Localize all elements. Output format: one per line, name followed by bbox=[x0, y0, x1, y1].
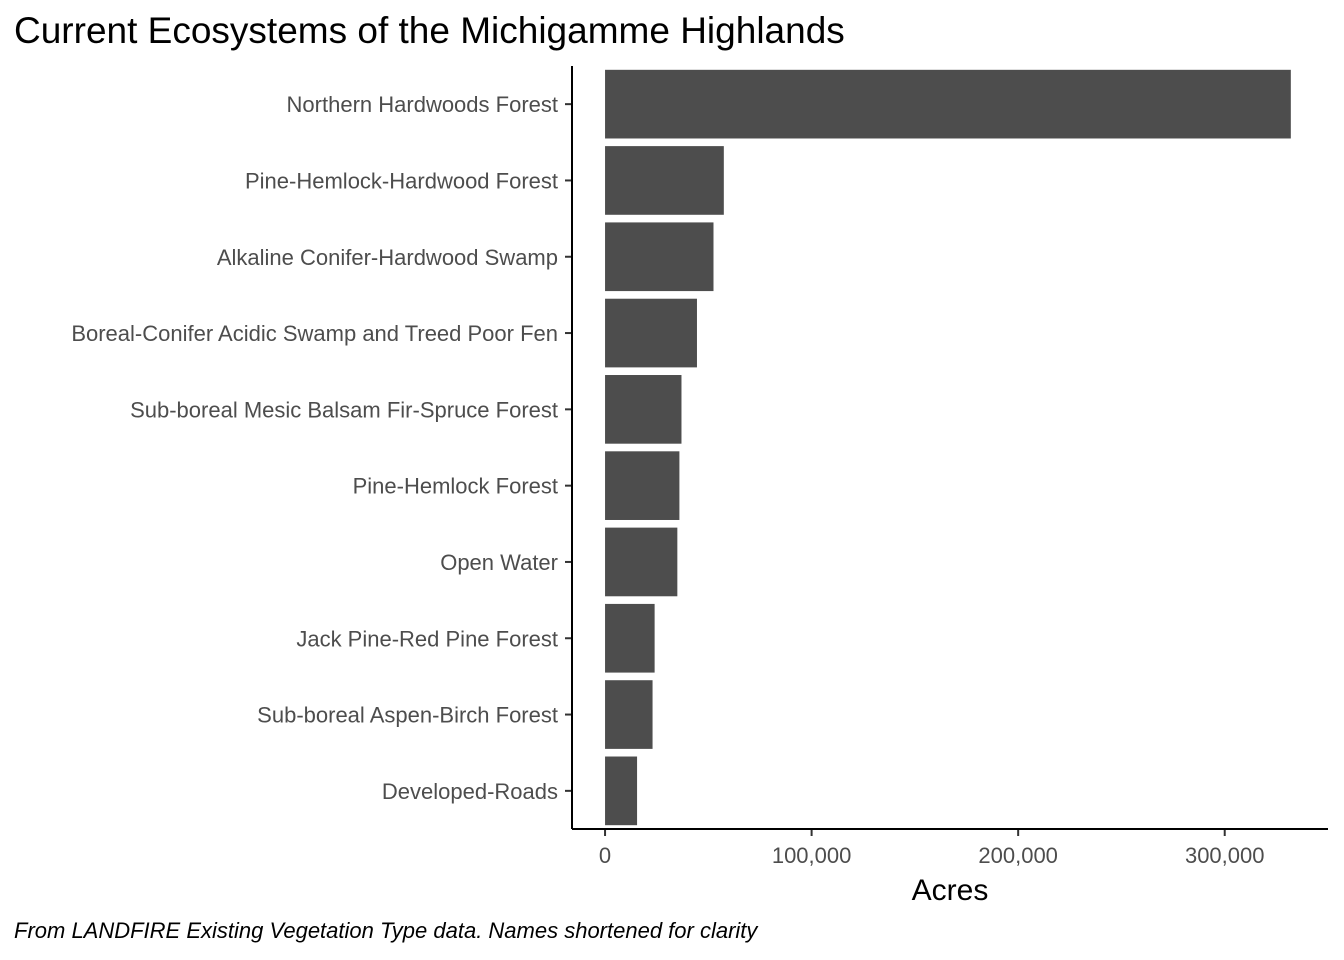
category-label: Jack Pine-Red Pine Forest bbox=[296, 626, 558, 651]
x-axis-ticks: 0 100,000 200,000 300,000 bbox=[599, 829, 1265, 868]
category-label: Open Water bbox=[440, 550, 558, 575]
category-label: Northern Hardwoods Forest bbox=[287, 92, 558, 117]
bar bbox=[605, 756, 638, 826]
category-label: Pine-Hemlock Forest bbox=[353, 474, 558, 499]
bar bbox=[605, 375, 682, 444]
x-tick-label: 300,000 bbox=[1185, 843, 1265, 868]
bar bbox=[605, 298, 697, 368]
chart-title: Current Ecosystems of the Michigamme Hig… bbox=[14, 10, 845, 51]
x-axis-title: Acres bbox=[912, 874, 989, 907]
category-label: Boreal-Conifer Acidic Swamp and Treed Po… bbox=[71, 321, 558, 346]
category-label: Alkaline Conifer-Hardwood Swamp bbox=[217, 245, 558, 270]
x-tick-label: 200,000 bbox=[978, 843, 1058, 868]
category-label: Sub-boreal Mesic Balsam Fir-Spruce Fores… bbox=[130, 397, 558, 422]
x-tick-label: 100,000 bbox=[772, 843, 852, 868]
bars-group bbox=[605, 69, 1291, 826]
bar bbox=[605, 146, 724, 215]
bar bbox=[605, 222, 714, 292]
x-tick-label: 0 bbox=[599, 843, 611, 868]
chart-caption: From LANDFIRE Existing Vegetation Type d… bbox=[14, 918, 758, 943]
category-label: Pine-Hemlock-Hardwood Forest bbox=[245, 168, 558, 193]
y-axis-ticks: Northern Hardwoods Forest Pine-Hemlock-Ha… bbox=[71, 92, 572, 804]
bar bbox=[605, 69, 1291, 139]
bar bbox=[605, 680, 653, 749]
bar bbox=[605, 451, 680, 520]
category-label: Developed-Roads bbox=[382, 779, 558, 804]
bar bbox=[605, 603, 655, 673]
category-label: Sub-boreal Aspen-Birch Forest bbox=[257, 703, 558, 728]
bar bbox=[605, 527, 678, 597]
